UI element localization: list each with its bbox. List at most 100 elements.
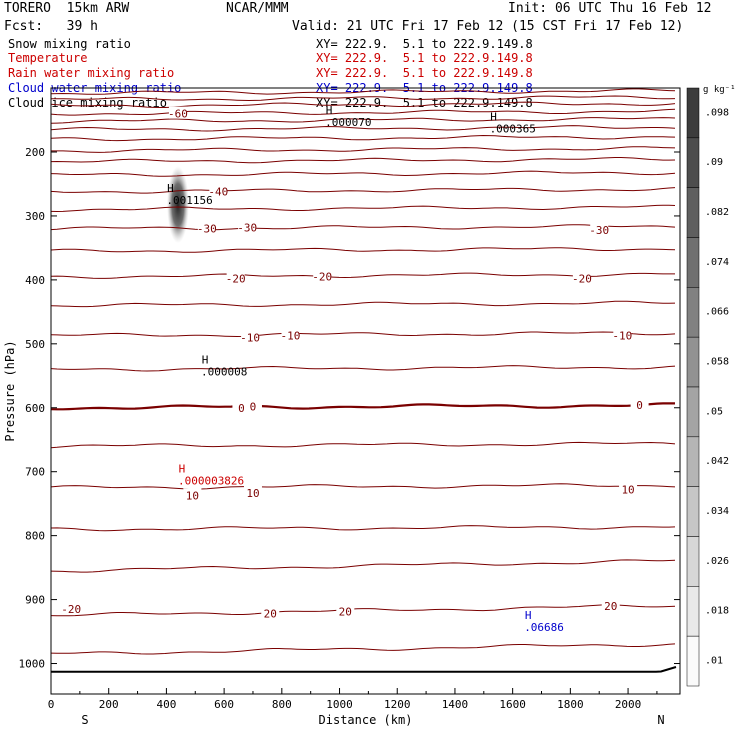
temperature-contour-label: -10 [240,331,260,344]
x-tick-label: 1000 [326,698,353,711]
colorbar-tick-label: .01 [705,656,723,667]
colorbar-tick-label: .066 [705,307,729,318]
maximum-marker: H [326,104,333,117]
contour-label-bg [183,488,202,501]
x-tick-label: 1400 [442,698,469,711]
temperature-contour-label: -10 [612,330,632,343]
temperature-contour [51,108,676,116]
x-tick-label: 1600 [499,698,526,711]
forecast-hour: Fcst: 39 h [4,19,98,34]
x-tick-label: 1200 [384,698,411,711]
y-tick-label: 400 [25,274,45,287]
temperature-contour [51,157,676,164]
temperature-contour [51,483,676,490]
x-tick-label: 1800 [557,698,584,711]
temperature-contour-label: 0 [250,400,257,413]
temperature-contour [51,643,676,655]
temperature-contour [51,525,676,532]
temperature-contour [51,247,676,253]
temperature-contour [51,402,676,411]
y-tick-label: 800 [25,530,45,543]
contour-label-bg [243,399,262,412]
x-tick-label: 400 [156,698,176,711]
temperature-contour [51,300,676,308]
contour-label-bg [243,485,262,498]
temperature-contour-label: 10 [246,487,259,500]
maximum-marker: H [490,110,497,123]
temperature-contour [51,187,676,194]
x-axis-label: Distance (km) [319,713,413,727]
y-tick-label: 1000 [19,658,46,671]
field-rain-xy: XY= 222.9. 5.1 to 222.9.149.8 [316,66,533,80]
colorbar-tick-label: .098 [705,107,729,118]
contour-label-bg [226,271,245,284]
model-title: TORERO 15km ARW [4,1,130,16]
contour-label-bg [261,606,280,619]
contour-label-bg [336,604,355,617]
y-tick-label: 700 [25,466,45,479]
colorbar-segment [686,386,700,438]
maximum-value-label: .000008 [201,365,247,378]
contour-label-bg [619,482,638,495]
temperature-contour [51,604,676,617]
colorbar-segment [686,137,700,188]
temperature-contour [51,559,676,573]
temperature-contour-label: 0 [636,399,643,412]
colorbar-tick-label: .082 [705,207,729,218]
contour-label-bg [313,269,332,282]
maximum-marker: H [167,182,174,195]
y-axis-label: Pressure (hPa) [3,340,17,441]
temperature-contour-label: -20 [226,273,246,286]
colorbar-tick-label: .042 [705,456,729,467]
temperature-contour-label: -30 [197,223,217,236]
contour-label-bg [241,330,260,343]
temperature-contour-label: 0 [238,402,245,415]
field-temp-name: Temperature [8,51,88,65]
temperature-contour-label: 20 [264,608,277,621]
temperature-contour [51,101,676,108]
colorbar-segment [686,287,700,338]
maximum-value-label: .06686 [524,621,564,634]
x-tick-label: 800 [272,698,292,711]
colorbar-segment [686,536,700,587]
field-snow-xy: XY= 222.9. 5.1 to 222.9.149.8 [316,37,533,51]
field-snow-name: Snow mixing ratio [8,37,131,51]
temperature-contour [51,88,676,95]
temperature-contour-label: -10 [281,330,301,343]
colorbar-tick-label: .09 [705,157,723,168]
snow-mixing-ratio-shading [166,166,189,244]
colorbar-segment [686,436,700,487]
temperature-contour [51,224,676,231]
temperature-contour-label: -30 [237,221,257,234]
colorbar-tick-label: .074 [705,257,729,268]
temperature-contour-label: -40 [208,186,228,199]
y-tick-label: 500 [25,338,45,351]
section-end-label: N [657,713,664,727]
valid-time: Valid: 21 UTC Fri 17 Feb 12 (15 CST Fri … [292,19,684,34]
temperature-contour-label: 20 [604,600,617,613]
colorbar-segment [686,635,700,687]
y-tick-label: 300 [25,210,45,223]
maximum-value-label: .000365 [490,122,536,135]
temperature-contour [51,170,676,177]
colorbar-units-label: g kg⁻¹ [703,85,736,95]
colorbar-tick-label: .058 [705,357,729,368]
temperature-contour [51,204,676,213]
temperature-contour [51,134,676,142]
contour-label-bg [209,184,228,197]
maximum-marker: H [179,463,186,476]
section-start-label: S [81,713,88,727]
contour-label-bg [590,223,609,236]
maximum-marker: H [525,609,532,622]
ground-surface-line [51,666,677,673]
temperature-contour-label: -20 [572,273,592,286]
colorbar-tick-label: .026 [705,556,729,567]
plot-frame [50,87,681,695]
colorbar-tick-label: .018 [705,606,729,617]
contour-label-bg [572,271,591,284]
contour-label-bg [601,598,620,611]
temperature-contour [51,365,676,372]
temperature-contour [51,125,676,132]
temperature-contour-label: 10 [621,484,634,497]
